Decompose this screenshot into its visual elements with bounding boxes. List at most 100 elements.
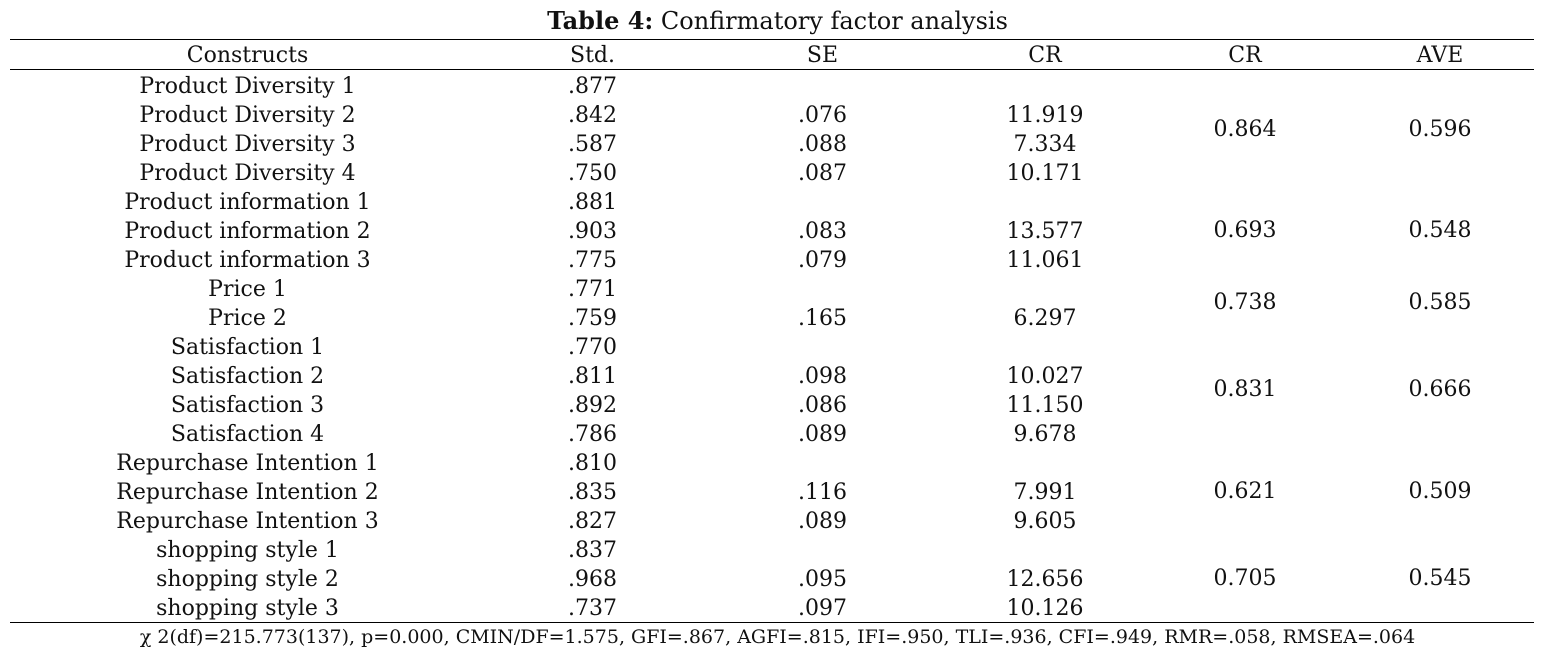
bottom-rule bbox=[10, 622, 1534, 623]
se-cell: .079 bbox=[798, 248, 847, 273]
se-cell: .089 bbox=[798, 422, 847, 447]
construct-cell: shopping style 1 bbox=[156, 538, 339, 563]
fit-indices-footer: χ 2(df)=215.773(137), p=0.000, CMIN/DF=1… bbox=[139, 626, 1416, 648]
construct-cell: Satisfaction 3 bbox=[170, 393, 325, 418]
std-cell: .771 bbox=[568, 277, 617, 302]
std-cell: .835 bbox=[568, 480, 617, 505]
construct-cell: Satisfaction 2 bbox=[170, 364, 325, 389]
construct-cell: Product information 2 bbox=[124, 219, 371, 244]
cr-cell bbox=[945, 536, 1145, 565]
std-cell: .877 bbox=[568, 74, 617, 99]
ave-cell: 0.596 bbox=[1408, 117, 1472, 142]
cr-cell: 6.297 bbox=[1013, 306, 1077, 331]
se-cell bbox=[700, 449, 945, 478]
cr-cell bbox=[945, 333, 1145, 362]
construct-cell: shopping style 2 bbox=[156, 567, 339, 592]
construct-cell: Product Diversity 2 bbox=[139, 103, 356, 128]
construct-cell: shopping style 3 bbox=[156, 596, 339, 621]
std-cell: .892 bbox=[568, 393, 617, 418]
se-cell: .083 bbox=[798, 219, 847, 244]
se-cell bbox=[700, 72, 945, 101]
se-cell: .076 bbox=[798, 103, 847, 128]
table-caption: Table 4: Confirmatory factor analysis bbox=[0, 6, 1555, 36]
std-cell: .810 bbox=[568, 451, 617, 476]
header-se: SE bbox=[806, 43, 839, 68]
cr-cell: 11.061 bbox=[1006, 248, 1084, 273]
construct-cell: Repurchase Intention 3 bbox=[116, 509, 379, 534]
se-cell: .089 bbox=[798, 509, 847, 534]
se-cell: .097 bbox=[798, 596, 847, 621]
table-caption-title: Confirmatory factor analysis bbox=[653, 7, 1008, 35]
std-cell: .750 bbox=[568, 161, 617, 186]
se-cell: .086 bbox=[798, 393, 847, 418]
cr-cell: 9.678 bbox=[1013, 422, 1077, 447]
cr-cell bbox=[945, 275, 1145, 304]
cr-cell: 11.919 bbox=[1006, 103, 1084, 128]
cr-cell: 13.577 bbox=[1006, 219, 1084, 244]
cr-cell: 9.605 bbox=[1013, 509, 1077, 534]
cr-cell bbox=[945, 188, 1145, 217]
composite-cr-cell: 0.693 bbox=[1213, 218, 1277, 243]
cr-cell: 7.991 bbox=[1013, 480, 1077, 505]
construct-cell: Product information 1 bbox=[124, 190, 371, 215]
cr-cell: 10.171 bbox=[1006, 161, 1084, 186]
cr-cell: 10.126 bbox=[1006, 596, 1084, 621]
composite-cr-cell: 0.621 bbox=[1213, 479, 1277, 504]
std-cell: .737 bbox=[568, 596, 617, 621]
std-cell: .770 bbox=[568, 335, 617, 360]
std-cell: .775 bbox=[568, 248, 617, 273]
ave-cell: 0.509 bbox=[1408, 479, 1472, 504]
cr-cell: 11.150 bbox=[1006, 393, 1084, 418]
top-rule bbox=[10, 39, 1534, 40]
cr-cell: 10.027 bbox=[1006, 364, 1084, 389]
std-cell: .587 bbox=[568, 132, 617, 157]
cr-cell: 12.656 bbox=[1006, 567, 1084, 592]
construct-cell: Satisfaction 1 bbox=[170, 335, 325, 360]
std-cell: .903 bbox=[568, 219, 617, 244]
se-cell: .095 bbox=[798, 567, 847, 592]
std-cell: .837 bbox=[568, 538, 617, 563]
std-cell: .811 bbox=[568, 364, 617, 389]
ave-cell: 0.548 bbox=[1408, 218, 1472, 243]
construct-cell: Product Diversity 3 bbox=[139, 132, 356, 157]
header-composite-cr: CR bbox=[1228, 43, 1262, 68]
se-cell: .116 bbox=[798, 480, 847, 505]
ave-cell: 0.545 bbox=[1408, 566, 1472, 591]
ave-cell: 0.666 bbox=[1408, 377, 1472, 402]
se-cell bbox=[700, 536, 945, 565]
std-cell: .786 bbox=[568, 422, 617, 447]
construct-cell: Product information 3 bbox=[124, 248, 371, 273]
se-cell: .098 bbox=[798, 364, 847, 389]
construct-cell: Price 2 bbox=[208, 306, 287, 331]
header-ave: AVE bbox=[1416, 43, 1464, 68]
se-cell bbox=[700, 275, 945, 304]
cr-cell bbox=[945, 449, 1145, 478]
construct-cell: Satisfaction 4 bbox=[170, 422, 325, 447]
construct-cell: Product Diversity 1 bbox=[139, 74, 356, 99]
std-cell: .827 bbox=[568, 509, 617, 534]
header-constructs: Constructs bbox=[186, 43, 309, 68]
se-cell bbox=[700, 188, 945, 217]
header-rule bbox=[10, 69, 1534, 70]
construct-cell: Product Diversity 4 bbox=[139, 161, 356, 186]
cr-cell bbox=[945, 72, 1145, 101]
se-cell: .087 bbox=[798, 161, 847, 186]
composite-cr-cell: 0.831 bbox=[1213, 377, 1277, 402]
se-cell: .165 bbox=[798, 306, 847, 331]
construct-cell: Repurchase Intention 2 bbox=[116, 480, 379, 505]
cr-cell: 7.334 bbox=[1013, 132, 1077, 157]
construct-cell: Repurchase Intention 1 bbox=[116, 451, 379, 476]
composite-cr-cell: 0.738 bbox=[1213, 290, 1277, 315]
composite-cr-cell: 0.864 bbox=[1213, 117, 1277, 142]
table-caption-label: Table 4: bbox=[547, 6, 654, 35]
header-cr: CR bbox=[1028, 43, 1062, 68]
se-cell bbox=[700, 333, 945, 362]
std-cell: .842 bbox=[568, 103, 617, 128]
std-cell: .881 bbox=[568, 190, 617, 215]
construct-cell: Price 1 bbox=[208, 277, 287, 302]
std-cell: .968 bbox=[568, 567, 617, 592]
header-std: Std. bbox=[570, 43, 615, 68]
ave-cell: 0.585 bbox=[1408, 290, 1472, 315]
std-cell: .759 bbox=[568, 306, 617, 331]
se-cell: .088 bbox=[798, 132, 847, 157]
